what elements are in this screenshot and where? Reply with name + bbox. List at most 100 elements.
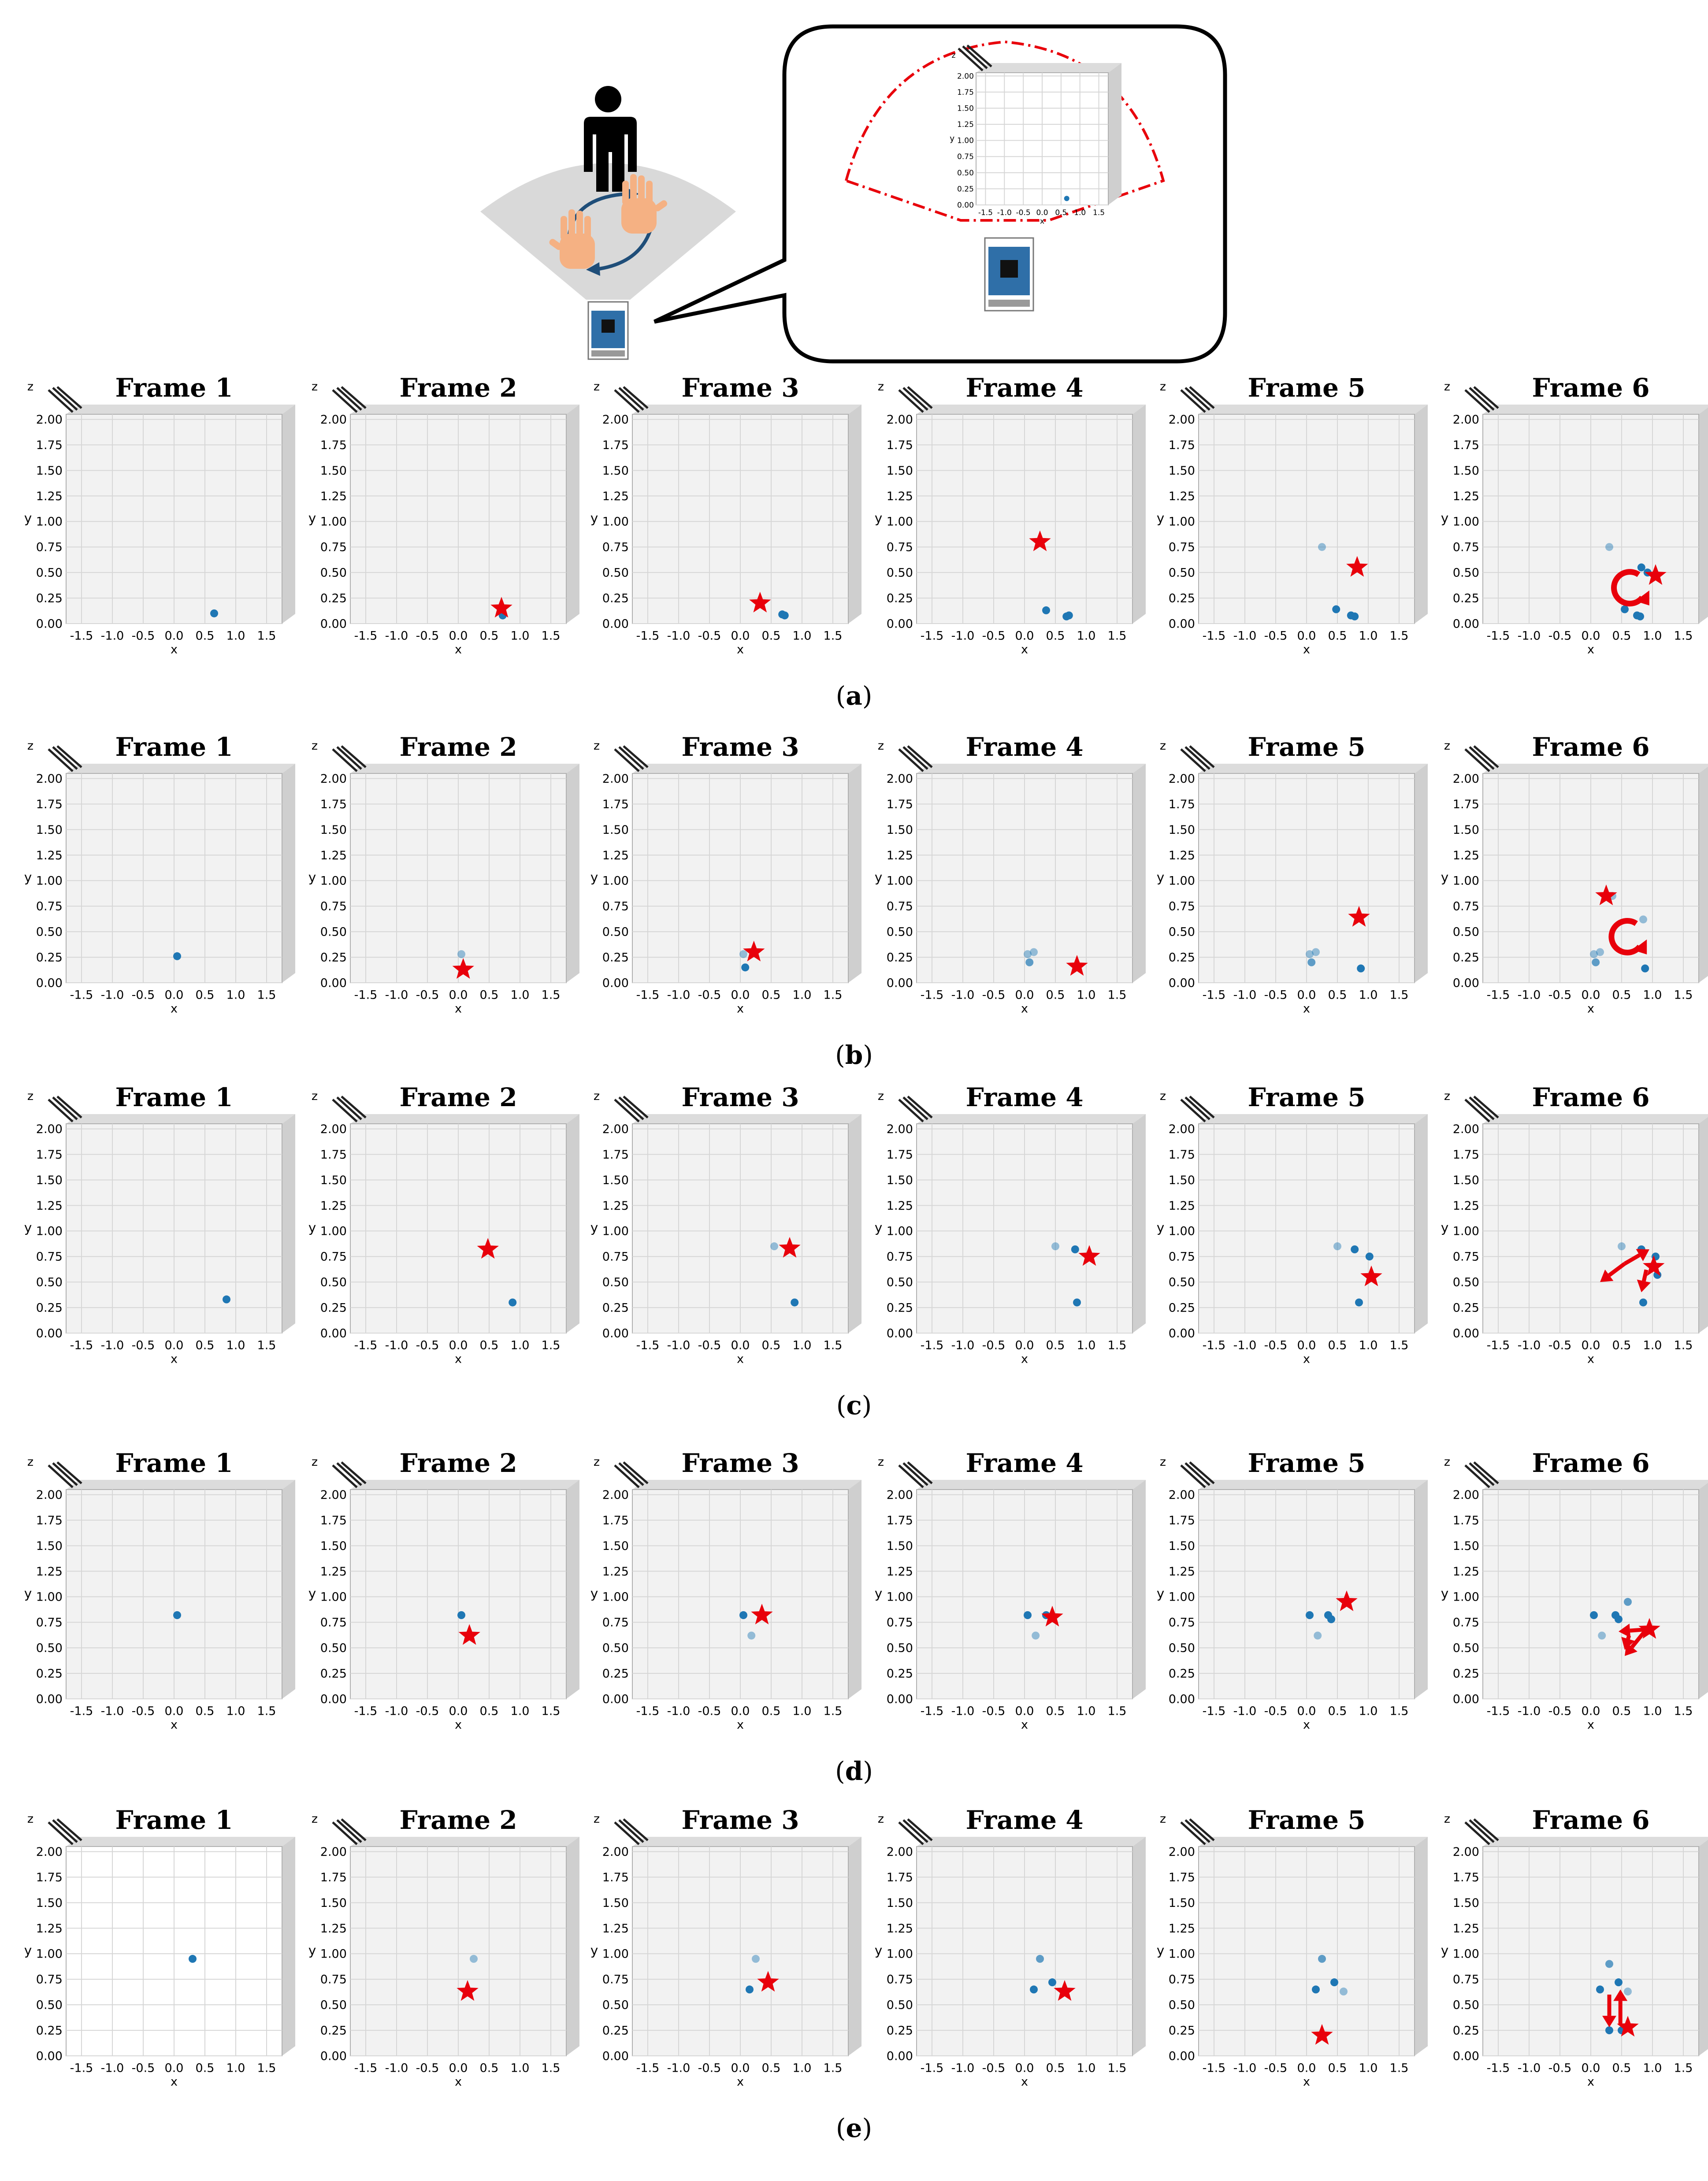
y-tick-label: 1.25: [36, 1199, 63, 1213]
y-tick-label: 0.00: [320, 1326, 347, 1340]
x-tick-label: -1.0: [1518, 1338, 1541, 1352]
radar-sensor-icon: [587, 301, 629, 360]
y-tick-label: 1.25: [320, 1922, 347, 1936]
z-axis-label: z: [1444, 1812, 1450, 1826]
y-axis-label: y: [24, 1943, 32, 1958]
axes-top-pane: [350, 1480, 579, 1490]
frame-panel: -1.5 -1.0 -0.5 0.0 0.5 1.0 1.5 0.00 0.25 0.50 0.75…: [590, 373, 861, 657]
x-axis-label: x: [737, 2075, 744, 2089]
data-point: [210, 609, 218, 617]
y-tick-label: 0.75: [602, 900, 629, 914]
x-tick-label: -0.5: [132, 1704, 155, 1718]
x-tick-label: 0.5: [1046, 629, 1065, 643]
axes-side-pane: [1415, 1480, 1428, 1699]
data-point: [1025, 958, 1034, 966]
gesture-arrow-shaft: [1623, 1253, 1641, 1266]
x-tick-label: -1.0: [1233, 1338, 1257, 1352]
data-point: [1590, 950, 1598, 959]
y-tick-label: 1.25: [1453, 1922, 1479, 1936]
x-tick-label: 0.5: [762, 1338, 781, 1352]
y-tick-label: 1.50: [957, 104, 974, 113]
frame-title: Frame 1: [115, 732, 233, 762]
y-tick-label: 0.75: [320, 1250, 347, 1264]
x-tick-label: 0.5: [1046, 988, 1065, 1002]
z-axis-label: z: [312, 1455, 318, 1469]
z-axis-tick-cluster: [332, 1096, 367, 1122]
y-tick-label: 0.00: [887, 1692, 913, 1706]
y-tick-label: 0.75: [1453, 900, 1479, 914]
y-tick-label: 1.75: [602, 1871, 629, 1884]
y-tick-label: 1.25: [320, 1199, 347, 1213]
y-tick-label: 0.50: [887, 1642, 913, 1655]
z-axis-label: z: [878, 1812, 884, 1826]
y-tick-label: 1.00: [36, 1225, 63, 1238]
data-point: [1605, 1960, 1613, 1968]
x-tick-label: -1.0: [1518, 988, 1541, 1002]
x-tick-label: 1.0: [1359, 1338, 1378, 1352]
frame-title: Frame 4: [965, 732, 1083, 762]
star-marker: [1336, 1590, 1358, 1611]
y-tick-label: 1.50: [1453, 1174, 1479, 1187]
x-tick-label: 1.0: [511, 2061, 530, 2075]
y-tick-label: 1.00: [887, 1590, 913, 1604]
axes-top-pane: [66, 1837, 295, 1847]
y-tick-label: 0.00: [1169, 1692, 1195, 1706]
data-point: [1312, 948, 1320, 956]
z-axis-label: z: [1160, 739, 1166, 753]
y-tick-label: 0.00: [1453, 617, 1479, 631]
x-tick-label: 1.0: [226, 988, 245, 1002]
z-axis-label: z: [1160, 1812, 1166, 1826]
y-tick-label: 0.50: [1453, 566, 1479, 580]
y-tick-label: 0.50: [320, 925, 347, 939]
x-tick-label: -1.5: [1203, 2061, 1226, 2075]
y-tick-label: 1.25: [602, 490, 629, 503]
z-axis-label: z: [27, 1455, 33, 1469]
x-tick-label: 0.5: [1612, 988, 1631, 1002]
frame-title: Frame 5: [1248, 1082, 1365, 1112]
y-tick-label: 0.75: [1453, 1250, 1479, 1264]
z-axis-label: z: [1444, 1455, 1450, 1469]
y-tick-label: 0.75: [36, 541, 63, 554]
z-axis-label: z: [878, 1089, 884, 1103]
x-tick-label: 0.0: [1297, 2061, 1316, 2075]
y-tick-label: 2.00: [1453, 1845, 1479, 1859]
y-tick-label: 1.25: [36, 1565, 63, 1579]
y-tick-label: 2.00: [36, 1122, 63, 1136]
gesture-arrow-head: [1602, 2016, 1616, 2028]
frame-panel: -1.5 -1.0 -0.5 0.0 0.5 1.0 1.5 0.00 0.25 0.50 0.75…: [308, 1805, 579, 2089]
x-tick-label: -0.5: [1548, 1338, 1572, 1352]
y-axis-label: y: [308, 870, 316, 885]
x-tick-label: 0.0: [1036, 208, 1048, 217]
axes-top-pane: [917, 1480, 1146, 1490]
y-tick-label: 0.00: [36, 1326, 63, 1340]
x-tick-label: -0.5: [982, 1338, 1006, 1352]
star-marker: [757, 1971, 779, 1992]
z-axis-label: z: [1160, 380, 1166, 394]
x-tick-label: 0.0: [449, 988, 468, 1002]
y-tick-label: 0.25: [320, 1301, 347, 1315]
y-tick-label: 0.50: [320, 566, 347, 580]
x-tick-label: 0.5: [1046, 1704, 1065, 1718]
axes-side-pane: [282, 1114, 295, 1333]
y-tick-label: 1.50: [320, 464, 347, 478]
z-axis-tick-cluster: [332, 386, 367, 413]
x-tick-label: 0.0: [1582, 2061, 1600, 2075]
data-point: [1042, 606, 1050, 614]
y-tick-label: 1.00: [602, 874, 629, 888]
y-tick-label: 0.25: [320, 2024, 347, 2038]
gesture-arrow: [1623, 1249, 1649, 1266]
y-tick-label: 0.50: [1169, 1999, 1195, 2012]
x-tick-label: 0.5: [1612, 2061, 1631, 2075]
z-axis-tick-cluster: [1464, 1818, 1499, 1845]
x-tick-label: -1.0: [951, 2061, 975, 2075]
x-tick-label: 0.5: [1612, 1704, 1631, 1718]
star-marker: [1638, 1618, 1660, 1639]
y-tick-label: 0.50: [1169, 566, 1195, 580]
axes-side-pane: [1415, 764, 1428, 983]
axes-side-pane: [566, 1837, 579, 2056]
y-tick-label: 1.75: [36, 798, 63, 811]
x-tick-label: 0.0: [1582, 1338, 1600, 1352]
star-marker: [751, 1604, 773, 1624]
data-point: [1639, 1298, 1647, 1307]
